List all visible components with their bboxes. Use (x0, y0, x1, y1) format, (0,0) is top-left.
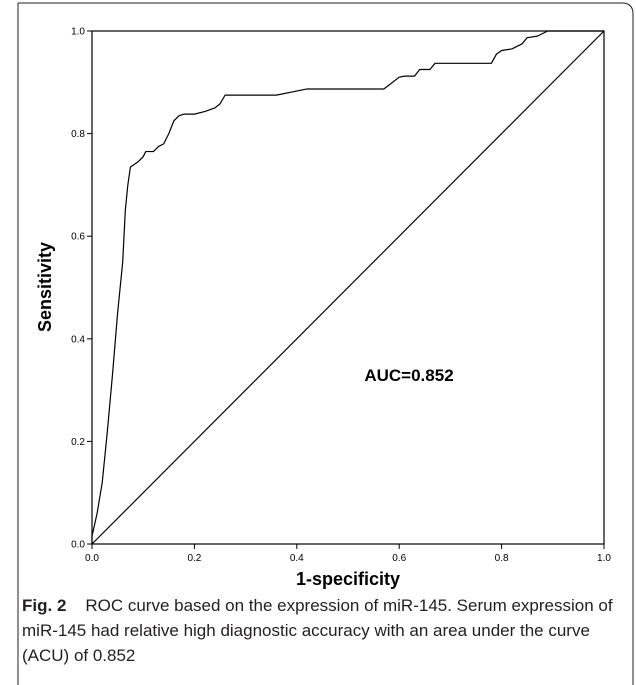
y-tick-label: 1.0 (71, 27, 85, 38)
y-tick-label: 0.4 (71, 334, 85, 345)
figure-label: Fig. 2 (22, 596, 67, 615)
auc-annotation: AUC=0.852 (364, 366, 453, 385)
caption-text: ROC curve based on the expression of miR… (22, 596, 613, 665)
y-tick-label: 0.2 (71, 437, 85, 448)
x-tick-label: 0.6 (392, 553, 406, 564)
y-axis-ticks: 0.0 0.2 0.4 0.6 0.8 1.0 (71, 27, 92, 551)
series-layer (91, 30, 605, 545)
plot-border (91, 30, 605, 545)
x-tick-label: 0.8 (495, 553, 509, 564)
reference-diagonal-line (91, 30, 605, 545)
x-tick-label: 0.4 (290, 553, 304, 564)
roc-chart: 0.0 0.2 0.4 0.6 0.8 1.0 0.0 0.2 0.4 0.6 0.8 1.0 AU… (35, 27, 611, 590)
y-axis-label: Sensitivity (35, 242, 55, 332)
x-axis-ticks: 0.0 0.2 0.4 0.6 0.8 1.0 (85, 544, 611, 564)
x-tick-label: 1.0 (597, 553, 611, 564)
figure-caption: Fig. 2 ROC curve based on the expression… (22, 593, 622, 668)
y-tick-label: 0.8 (71, 129, 85, 140)
caption-spacer (71, 596, 80, 615)
x-axis-label: 1-specificity (296, 569, 400, 589)
plot-area (91, 30, 605, 545)
roc-curve-line (91, 30, 604, 544)
x-tick-label: 0.2 (187, 553, 201, 564)
x-tick-label: 0.0 (85, 553, 99, 564)
y-tick-label: 0.6 (71, 232, 85, 243)
y-tick-label: 0.0 (71, 540, 85, 551)
